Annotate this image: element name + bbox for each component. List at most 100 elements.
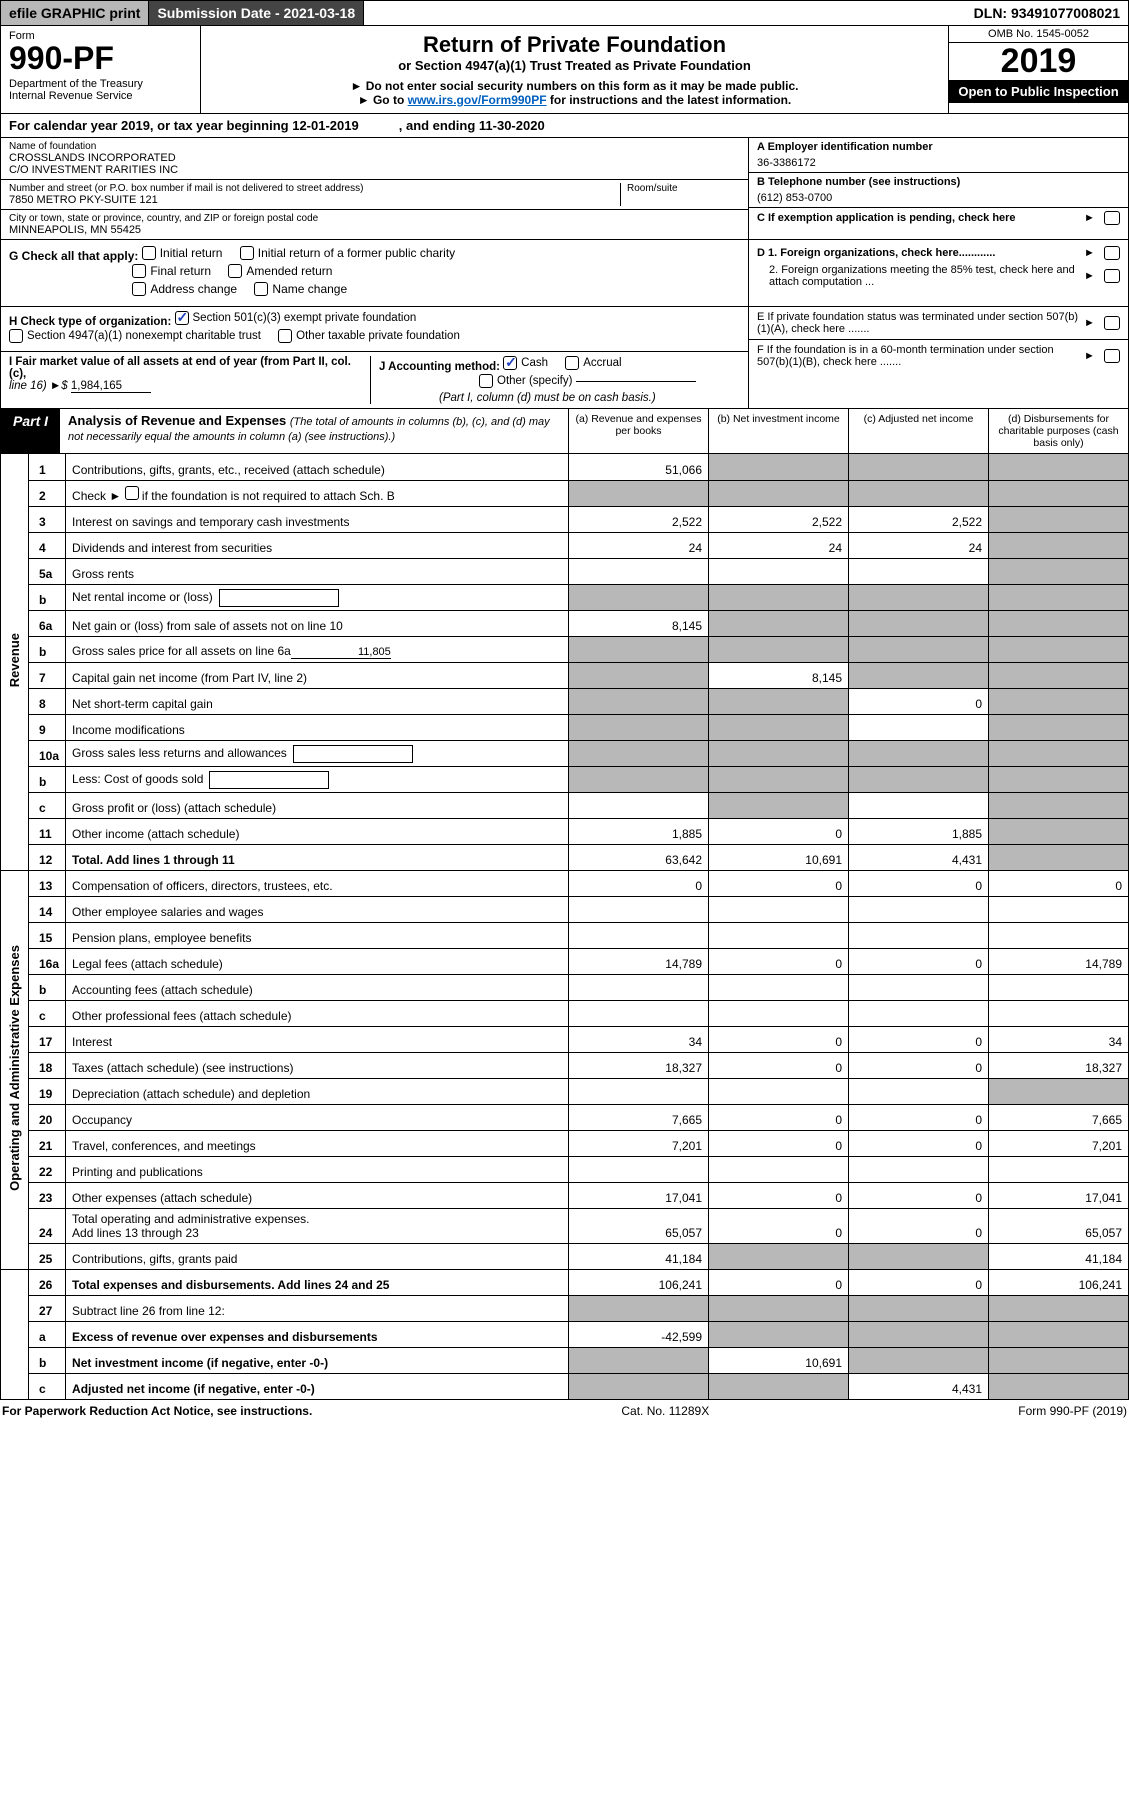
phone-value: (612) 853-0700	[757, 188, 1120, 204]
h-501c3-checkbox[interactable]	[175, 311, 189, 325]
line-16a-desc: Legal fees (attach schedule)	[66, 948, 569, 974]
line-10b-box[interactable]	[209, 771, 329, 789]
g-final-label: Final return	[150, 264, 211, 278]
col-c-header: (c) Adjusted net income	[848, 409, 988, 453]
h-4947-checkbox[interactable]	[9, 329, 23, 343]
line-2-desc: Check ► if the foundation is not require…	[66, 480, 569, 506]
note2-pre: ► Go to	[358, 93, 408, 107]
c-checkbox[interactable]	[1104, 211, 1120, 225]
line-23-b: 0	[709, 1182, 849, 1208]
line-12-b: 10,691	[709, 844, 849, 870]
page-footer: For Paperwork Reduction Act Notice, see …	[0, 1400, 1129, 1422]
j-other-checkbox[interactable]	[479, 374, 493, 388]
line-27a-desc: Excess of revenue over expenses and disb…	[66, 1321, 569, 1347]
line-27c-desc: Adjusted net income (if negative, enter …	[66, 1373, 569, 1399]
irs-link[interactable]: www.irs.gov/Form990PF	[408, 93, 547, 107]
line-1-desc: Contributions, gifts, grants, etc., rece…	[66, 454, 569, 480]
g-initial-checkbox[interactable]	[142, 246, 156, 260]
street-label: Number and street (or P.O. box number if…	[9, 183, 620, 194]
irs-label: Internal Revenue Service	[9, 90, 192, 102]
d1-checkbox[interactable]	[1104, 246, 1120, 260]
submission-date: Submission Date - 2021-03-18	[149, 1, 364, 25]
g-initial-former-checkbox[interactable]	[240, 246, 254, 260]
e-checkbox[interactable]	[1104, 316, 1120, 330]
line-16a-d: 14,789	[989, 948, 1129, 974]
open-to-public: Open to Public Inspection	[949, 80, 1128, 103]
dln-label: DLN: 93491077008021	[966, 1, 1128, 25]
street-value: 7850 METRO PKY-SUITE 121	[9, 194, 620, 206]
g-amended-checkbox[interactable]	[228, 264, 242, 278]
g-initial-former-label: Initial return of a former public charit…	[258, 246, 455, 260]
g-amended-label: Amended return	[246, 264, 332, 278]
calendar-year-row: For calendar year 2019, or tax year begi…	[0, 114, 1129, 138]
line-10a-box[interactable]	[293, 745, 413, 763]
line-4-b: 24	[709, 532, 849, 558]
i-label: I Fair market value of all assets at end…	[9, 356, 351, 380]
line-23-c: 0	[849, 1182, 989, 1208]
line-20-c: 0	[849, 1104, 989, 1130]
line-25-desc: Contributions, gifts, grants paid	[66, 1243, 569, 1269]
line-17-d: 34	[989, 1026, 1129, 1052]
note2-post: for instructions and the latest informat…	[547, 93, 792, 107]
line-20-d: 7,665	[989, 1104, 1129, 1130]
line-7-desc: Capital gain net income (from Part IV, l…	[66, 662, 569, 688]
efile-label[interactable]: efile GRAPHIC print	[1, 1, 149, 25]
line-18-a: 18,327	[569, 1052, 709, 1078]
j-label: J Accounting method:	[379, 361, 500, 373]
foundation-name-1: CROSSLANDS INCORPORATED	[9, 152, 740, 164]
h-othertax-checkbox[interactable]	[278, 329, 292, 343]
phone-label: B Telephone number (see instructions)	[757, 176, 1120, 188]
line-18-desc: Taxes (attach schedule) (see instruction…	[66, 1052, 569, 1078]
c-label: C If exemption application is pending, c…	[757, 212, 1016, 224]
line-16a-b: 0	[709, 948, 849, 974]
line-3-b: 2,522	[709, 506, 849, 532]
ein-value: 36-3386172	[757, 153, 1120, 169]
revenue-sidelabel: Revenue	[7, 633, 22, 687]
line-26-d: 106,241	[989, 1269, 1129, 1295]
h-501c3-label: Section 501(c)(3) exempt private foundat…	[193, 312, 417, 324]
line-23-a: 17,041	[569, 1182, 709, 1208]
line-6b-desc: Gross sales price for all assets on line…	[66, 636, 569, 662]
calendar-begin: For calendar year 2019, or tax year begi…	[9, 118, 359, 133]
line-21-d: 7,201	[989, 1130, 1129, 1156]
line-23-d: 17,041	[989, 1182, 1129, 1208]
line-21-desc: Travel, conferences, and meetings	[66, 1130, 569, 1156]
f-label: F If the foundation is in a 60-month ter…	[757, 344, 1084, 368]
e-label: E If private foundation status was termi…	[757, 311, 1084, 335]
line-25-a: 41,184	[569, 1243, 709, 1269]
g-address-checkbox[interactable]	[132, 282, 146, 296]
line-1-a: 51,066	[569, 454, 709, 480]
j-accrual-label: Accrual	[583, 357, 621, 369]
j-accrual-checkbox[interactable]	[565, 356, 579, 370]
line-3-c: 2,522	[849, 506, 989, 532]
line-1-no: 1	[29, 454, 66, 480]
h-othertax-label: Other taxable private foundation	[296, 330, 460, 342]
g-final-checkbox[interactable]	[132, 264, 146, 278]
line-5b-box[interactable]	[219, 589, 339, 607]
line-8-desc: Net short-term capital gain	[66, 688, 569, 714]
part-1-header: Part I Analysis of Revenue and Expenses …	[0, 409, 1129, 454]
line-16a-c: 0	[849, 948, 989, 974]
line-18-d: 18,327	[989, 1052, 1129, 1078]
line-4-desc: Dividends and interest from securities	[66, 532, 569, 558]
line-18-b: 0	[709, 1052, 849, 1078]
name-label: Name of foundation	[9, 141, 740, 152]
f-checkbox[interactable]	[1104, 349, 1120, 363]
line-13-d: 0	[989, 870, 1129, 896]
line-26-desc: Total expenses and disbursements. Add li…	[66, 1269, 569, 1295]
city-value: MINNEAPOLIS, MN 55425	[9, 224, 740, 236]
j-cash-checkbox[interactable]	[503, 356, 517, 370]
tax-year: 2019	[949, 43, 1128, 80]
i-value: 1,984,165	[71, 380, 151, 393]
line-12-c: 4,431	[849, 844, 989, 870]
line-2-checkbox[interactable]	[125, 486, 139, 500]
ein-label: A Employer identification number	[757, 141, 1120, 153]
line-4-c: 24	[849, 532, 989, 558]
line-20-desc: Occupancy	[66, 1104, 569, 1130]
line-21-a: 7,201	[569, 1130, 709, 1156]
line-6b-box: 11,805	[291, 646, 391, 659]
d2-checkbox[interactable]	[1104, 269, 1120, 283]
form-header: Form 990-PF Department of the Treasury I…	[0, 26, 1129, 114]
h-label: H Check type of organization:	[9, 316, 171, 328]
g-namechg-checkbox[interactable]	[254, 282, 268, 296]
